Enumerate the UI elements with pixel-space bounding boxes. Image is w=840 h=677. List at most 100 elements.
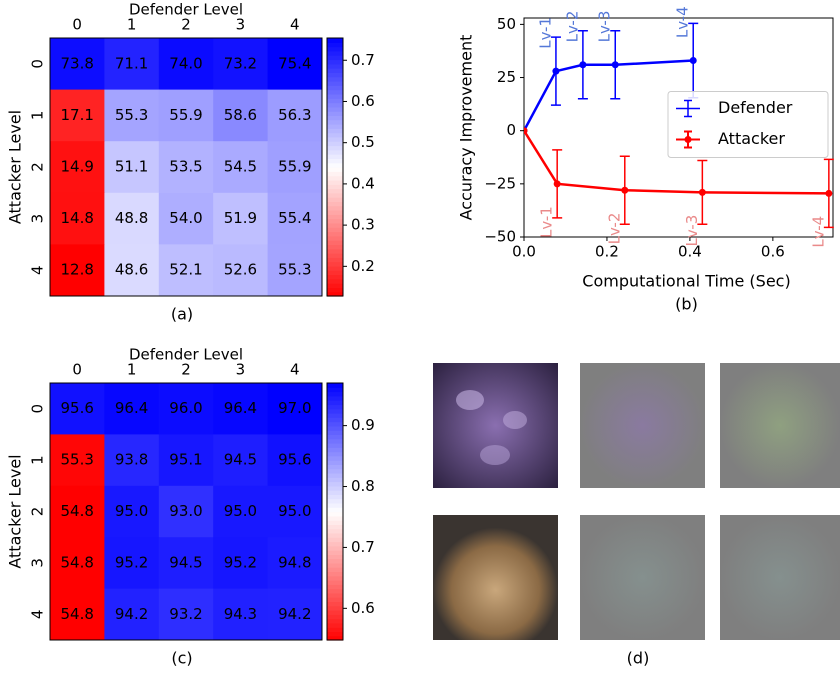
colorbar-segment xyxy=(327,601,343,606)
colorbar-segment xyxy=(327,133,343,138)
colorbar-segment xyxy=(327,240,343,245)
cell-label: 52.1 xyxy=(169,261,202,279)
colorbar-segment xyxy=(327,439,343,444)
colorbar-segment xyxy=(327,396,343,401)
point-label: Lv-4 xyxy=(809,216,827,248)
colorbar-segment xyxy=(327,42,343,47)
colorbar-segment xyxy=(327,249,343,254)
colorbar-segment xyxy=(327,576,343,581)
colorbar-segment xyxy=(327,422,343,427)
point-label: Lv-2 xyxy=(563,11,581,43)
cell-label: 95.2 xyxy=(224,553,257,571)
colorbar-segment xyxy=(327,85,343,90)
colorbar-segment xyxy=(327,623,343,628)
colorbar-tick-label: 0.9 xyxy=(351,416,375,434)
colorbar-segment xyxy=(327,409,343,414)
colorbar-tick-label: 0.5 xyxy=(351,133,375,151)
x-tick-label: 0 xyxy=(72,361,82,379)
colorbar-segment xyxy=(327,533,343,538)
y-tick-label: 1 xyxy=(29,455,47,465)
colorbar-segment xyxy=(327,137,343,142)
colorbar-segment xyxy=(327,614,343,619)
cell-label: 75.4 xyxy=(278,54,311,72)
cell-label: 96.4 xyxy=(115,399,148,417)
colorbar-segment xyxy=(327,486,343,491)
colorbar-segment xyxy=(327,120,343,125)
y-tick-label: 4 xyxy=(29,610,47,620)
point-label: Lv-1 xyxy=(536,17,554,49)
y-tick-label: 0 xyxy=(29,59,47,69)
colorbar-segment xyxy=(327,597,343,602)
point-label: Lv-2 xyxy=(605,213,623,245)
colorbar-segment xyxy=(327,232,343,237)
cell-label: 97.0 xyxy=(278,399,311,417)
perturbation-image xyxy=(580,515,705,640)
colorbar-segment xyxy=(327,219,343,224)
cell-label: 96.4 xyxy=(224,399,257,417)
colorbar-segment xyxy=(327,494,343,499)
colorbar-segment xyxy=(327,167,343,172)
cell-label: 94.8 xyxy=(278,553,311,571)
colorbar-segment xyxy=(327,559,343,564)
data-point xyxy=(699,189,706,196)
cell-label: 54.5 xyxy=(224,158,257,176)
colorbar-segment xyxy=(327,554,343,559)
colorbar-tick-label: 0.4 xyxy=(351,174,375,192)
x-axis-label: Computational Time (Sec) xyxy=(582,272,790,291)
cell-label: 51.1 xyxy=(115,158,148,176)
colorbar-segment xyxy=(327,482,343,487)
colorbar-segment xyxy=(327,81,343,86)
colorbar-segment xyxy=(327,60,343,65)
cell-label: 95.6 xyxy=(278,451,311,469)
colorbar-segment xyxy=(327,452,343,457)
colorbar-segment xyxy=(327,606,343,611)
cell-label: 55.3 xyxy=(60,451,93,469)
cell-label: 55.3 xyxy=(115,106,148,124)
cell-label: 71.1 xyxy=(115,54,148,72)
x-axis-label: Defender Level xyxy=(129,346,243,364)
cell-label: 54.8 xyxy=(60,605,93,623)
colorbar-tick-label: 0.7 xyxy=(351,538,375,556)
colorbar-segment xyxy=(327,124,343,129)
colorbar-segment xyxy=(327,189,343,194)
colorbar-segment xyxy=(327,610,343,615)
cell-label: 54.0 xyxy=(169,209,202,227)
legend-label: Defender xyxy=(718,98,793,117)
point-label: Lv-1 xyxy=(538,206,556,238)
colorbar-segment xyxy=(327,524,343,529)
colorbar-segment xyxy=(327,107,343,112)
cell-label: 94.2 xyxy=(115,605,148,623)
colorbar-tick-label: 0.6 xyxy=(351,92,375,110)
colorbar-segment xyxy=(327,283,343,288)
owl-image xyxy=(433,515,558,640)
jellyfish-shape xyxy=(480,445,510,465)
colorbar-segment xyxy=(327,447,343,452)
colorbar-segment xyxy=(327,270,343,275)
colorbar-segment xyxy=(327,103,343,108)
legend-marker xyxy=(685,136,692,143)
colorbar-segment xyxy=(327,503,343,508)
colorbar-segment xyxy=(327,171,343,176)
colorbar-segment xyxy=(327,550,343,555)
cell-label: 14.8 xyxy=(60,209,93,227)
colorbar-segment xyxy=(327,443,343,448)
y-tick-label: 1 xyxy=(29,111,47,121)
colorbar-segment xyxy=(327,563,343,568)
cell-label: 94.5 xyxy=(224,451,257,469)
colorbar-segment xyxy=(327,55,343,60)
cell-label: 73.8 xyxy=(60,54,93,72)
colorbar-segment xyxy=(327,460,343,465)
colorbar-segment xyxy=(327,98,343,103)
colorbar-segment xyxy=(327,541,343,546)
colorbar-segment xyxy=(327,128,343,133)
x-tick-label: 4 xyxy=(290,16,300,34)
colorbar-segment xyxy=(327,244,343,249)
cell-label: 58.6 xyxy=(224,106,257,124)
cell-label: 17.1 xyxy=(60,106,93,124)
point-label: Lv-3 xyxy=(596,11,614,43)
colorbar-tick-label: 0.7 xyxy=(351,51,375,69)
cell-label: 54.8 xyxy=(60,502,93,520)
colorbar-segment xyxy=(327,516,343,521)
colorbar-segment xyxy=(327,38,343,43)
colorbar-segment xyxy=(327,141,343,146)
